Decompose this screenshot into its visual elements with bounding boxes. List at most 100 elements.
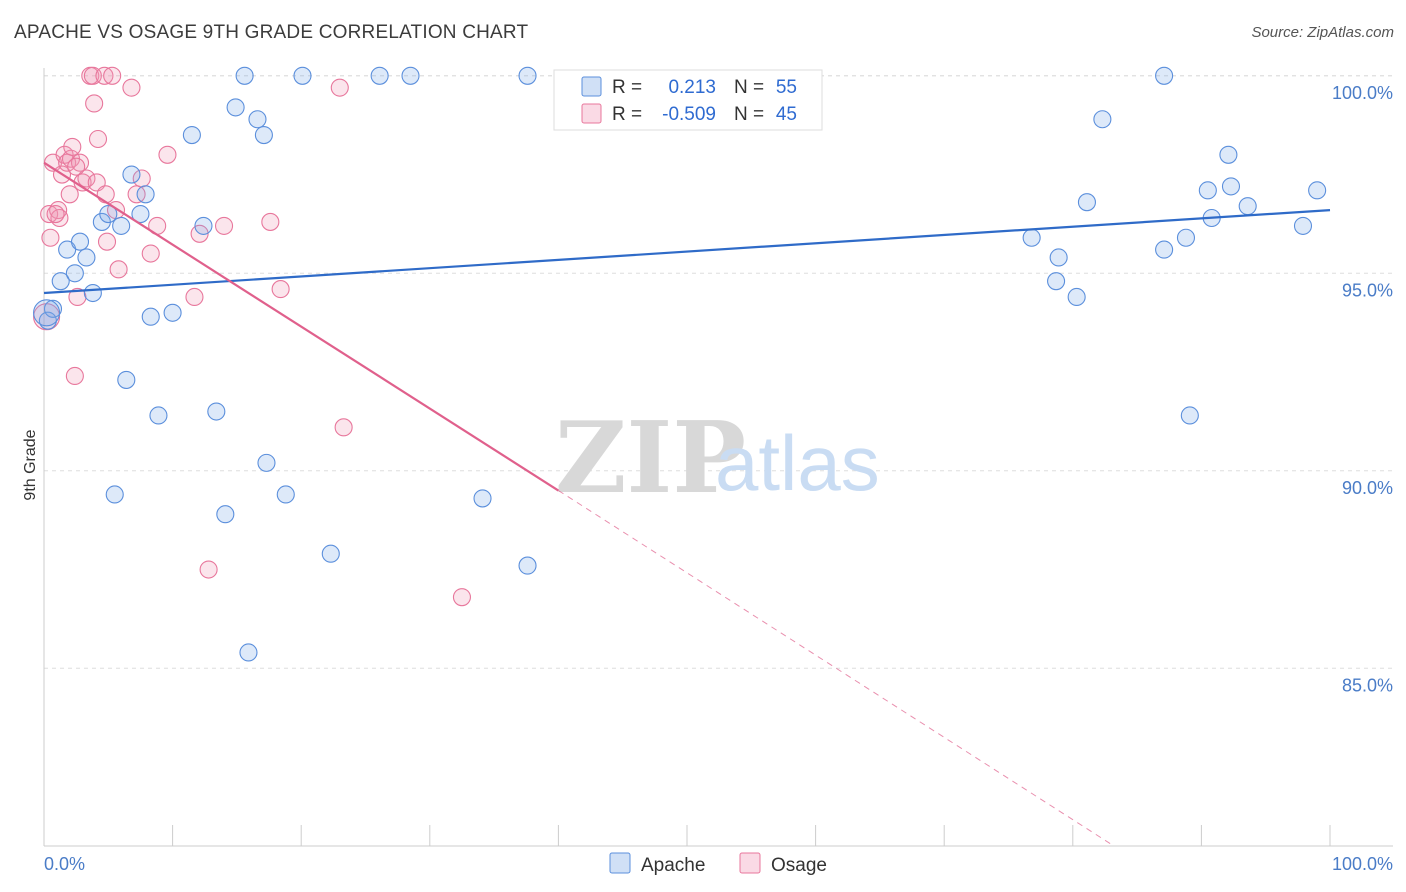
series-legend-osage-swatch bbox=[739, 852, 761, 874]
legend-apache-n-value: 55 bbox=[776, 77, 797, 98]
legend-osage-r-label: R = bbox=[612, 104, 642, 125]
apache-points bbox=[33, 66, 1327, 662]
y-tick-label-2: 95.0% bbox=[1342, 280, 1393, 300]
apache-point-26 bbox=[248, 110, 267, 129]
osage-point-38 bbox=[261, 212, 280, 231]
apache-point-29 bbox=[276, 485, 295, 504]
osage-point-27 bbox=[109, 260, 128, 279]
osage-points bbox=[33, 66, 472, 607]
apache-point-12 bbox=[117, 370, 136, 389]
osage-point-40 bbox=[330, 78, 349, 97]
legend-apache-r-value: 0.213 bbox=[668, 77, 716, 98]
legend-box bbox=[553, 69, 823, 131]
series-legend: Apache Osage bbox=[609, 852, 827, 876]
apache-point-18 bbox=[163, 303, 182, 322]
apache-point-23 bbox=[226, 98, 245, 117]
osage-point-2 bbox=[41, 228, 60, 247]
apache-point-38 bbox=[1047, 272, 1066, 291]
correlation-legend: R = 0.213 N = 55 R = -0.509 N = 45 bbox=[553, 69, 823, 131]
x-tick-label-1: 100.0% bbox=[1332, 854, 1393, 874]
series-legend-apache-label: Apache bbox=[641, 855, 705, 876]
osage-trend-line bbox=[43, 161, 559, 492]
osage-point-41 bbox=[334, 418, 353, 437]
legend-osage-n-value: 45 bbox=[776, 104, 797, 125]
apache-point-20 bbox=[194, 216, 213, 235]
legend-osage-swatch bbox=[581, 103, 602, 124]
apache-point-39 bbox=[1049, 248, 1068, 267]
apache-point-21 bbox=[207, 402, 226, 421]
legend-apache-swatch bbox=[581, 76, 602, 97]
apache-point-51 bbox=[1238, 197, 1257, 216]
osage-point-44 bbox=[67, 157, 86, 176]
watermark-zip: ZIP bbox=[555, 401, 746, 516]
apache-point-54 bbox=[33, 299, 61, 327]
source-label: Source: ZipAtlas.com bbox=[1251, 24, 1394, 41]
x-tick-labels: 0.0% 100.0% bbox=[44, 854, 1393, 874]
apache-point-30 bbox=[293, 66, 312, 85]
apache-point-33 bbox=[401, 66, 420, 85]
chart-title: APACHE VS OSAGE 9TH GRADE CORRELATION CH… bbox=[14, 22, 529, 43]
apache-point-37 bbox=[1022, 228, 1041, 247]
series-legend-apache-swatch bbox=[609, 852, 631, 874]
watermark-atlas: atlas bbox=[715, 419, 880, 507]
apache-point-11 bbox=[112, 216, 131, 235]
apache-point-19 bbox=[182, 125, 201, 145]
apache-point-41 bbox=[1077, 193, 1096, 212]
osage-point-19 bbox=[85, 94, 104, 113]
apache-point-50 bbox=[1221, 177, 1241, 196]
osage-point-37 bbox=[214, 216, 234, 235]
y-axis-label: 9th Grade bbox=[22, 429, 39, 500]
osage-point-28 bbox=[122, 78, 141, 97]
apache-point-36 bbox=[518, 66, 537, 85]
osage-point-31 bbox=[141, 244, 160, 263]
osage-point-11 bbox=[63, 137, 82, 156]
apache-point-44 bbox=[1155, 66, 1174, 85]
apache-point-5 bbox=[70, 232, 90, 251]
apache-trend-line bbox=[43, 208, 1331, 295]
apache-point-22 bbox=[216, 505, 235, 524]
apache-point-6 bbox=[77, 248, 96, 267]
watermark: ZIP atlas bbox=[555, 401, 880, 516]
osage-point-1 bbox=[40, 204, 59, 224]
axes bbox=[43, 68, 1393, 847]
apache-point-43 bbox=[1155, 240, 1174, 259]
apache-point-14 bbox=[131, 204, 150, 224]
osage-point-42 bbox=[452, 588, 472, 607]
legend-apache-r-label: R = bbox=[612, 77, 642, 98]
y-tick-label-3: 100.0% bbox=[1332, 83, 1393, 103]
apache-point-32 bbox=[370, 66, 389, 85]
apache-point-52 bbox=[1293, 216, 1313, 235]
apache-point-28 bbox=[257, 453, 276, 472]
osage-point-22 bbox=[95, 66, 114, 85]
apache-point-24 bbox=[235, 66, 254, 85]
trend-lines bbox=[43, 161, 1331, 847]
osage-point-33 bbox=[158, 145, 177, 164]
apache-point-53 bbox=[1308, 181, 1327, 200]
osage-point-36 bbox=[199, 560, 218, 579]
grid bbox=[44, 75, 1393, 669]
legend-apache-n-label: N = bbox=[734, 77, 764, 98]
apache-point-49 bbox=[1219, 145, 1238, 164]
apache-point-16 bbox=[141, 307, 160, 326]
osage-point-43 bbox=[46, 204, 65, 224]
apache-point-25 bbox=[239, 643, 258, 662]
y-tick-label-0: 85.0% bbox=[1342, 675, 1393, 695]
x-tick-label-0: 0.0% bbox=[44, 854, 85, 874]
apache-point-15 bbox=[136, 185, 155, 204]
apache-point-45 bbox=[1176, 228, 1196, 247]
apache-point-10 bbox=[105, 485, 124, 504]
osage-point-16 bbox=[77, 169, 96, 188]
osage-point-24 bbox=[97, 232, 117, 251]
legend-osage-n-label: N = bbox=[734, 104, 764, 125]
apache-point-2 bbox=[51, 272, 70, 291]
apache-point-27 bbox=[254, 125, 273, 145]
osage-point-25 bbox=[103, 66, 122, 85]
apache-point-46 bbox=[1180, 406, 1199, 425]
apache-point-47 bbox=[1198, 181, 1217, 200]
apache-point-17 bbox=[149, 406, 168, 425]
y-tick-labels: 85.0% 90.0% 95.0% 100.0% bbox=[1332, 83, 1393, 695]
apache-point-4 bbox=[65, 264, 84, 283]
osage-point-34 bbox=[185, 287, 204, 307]
osage-point-9 bbox=[60, 185, 79, 204]
